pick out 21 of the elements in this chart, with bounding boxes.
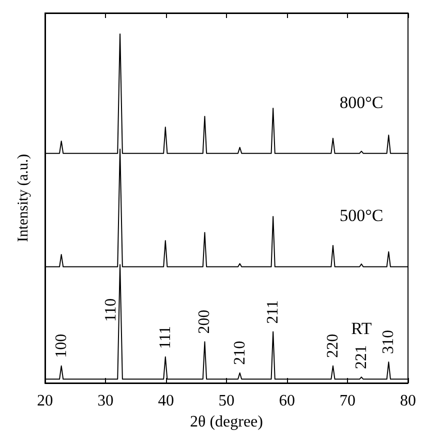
- x-tick-label: 80: [400, 392, 416, 410]
- annotation: 111: [156, 326, 174, 349]
- x-tick-label: 40: [158, 392, 174, 410]
- annotation: 310: [380, 330, 398, 354]
- annotation: 110: [102, 298, 120, 322]
- annotation: 220: [324, 334, 342, 358]
- annotation: 221: [352, 345, 370, 370]
- annotation: 211: [264, 300, 282, 324]
- series-label: RT: [351, 319, 372, 338]
- x-axis-title: 2θ (degree): [190, 413, 263, 430]
- x-tick-label: 50: [218, 392, 234, 410]
- series-label: 800°C: [340, 93, 384, 112]
- x-tick-label: 30: [98, 392, 114, 410]
- x-tick-label: 70: [340, 392, 356, 410]
- series-label: 500°C: [340, 206, 384, 225]
- x-tick-label: 20: [37, 392, 53, 410]
- x-tick-label: 60: [279, 392, 295, 410]
- annotation: 210: [231, 340, 248, 365]
- annotation: 100: [52, 334, 70, 358]
- annotation: 200: [196, 310, 214, 334]
- y-axis-title: Intensity (a.u.): [16, 154, 32, 242]
